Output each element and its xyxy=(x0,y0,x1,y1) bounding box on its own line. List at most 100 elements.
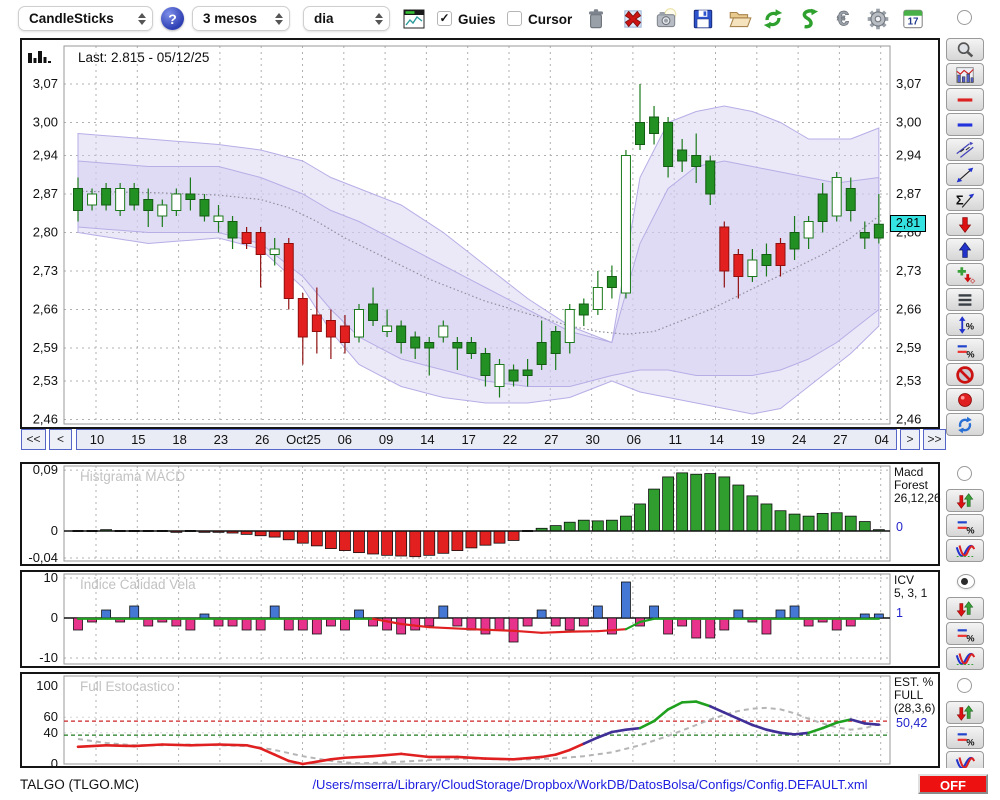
stochastic-value: 50,42 xyxy=(896,716,928,730)
camera-button[interactable] xyxy=(653,6,679,32)
record-icon xyxy=(958,392,972,407)
zoom-icon xyxy=(957,41,974,57)
svg-text:2,46: 2,46 xyxy=(896,412,921,427)
tool-measure-vertical-button[interactable]: % xyxy=(946,313,984,336)
trash-button[interactable] xyxy=(583,6,609,32)
date-tick-label: 11 xyxy=(668,432,682,447)
tool-add-signal-button[interactable] xyxy=(946,263,984,286)
off-toggle-button[interactable]: OFF xyxy=(918,774,988,794)
compare-percent-icon: % xyxy=(957,520,975,535)
svg-text:3,07: 3,07 xyxy=(896,76,921,91)
chart-type-value: CandleSticks xyxy=(29,11,114,26)
camera-icon xyxy=(656,8,677,28)
refresh-button[interactable] xyxy=(760,6,786,32)
cursor-label: Cursor xyxy=(528,12,573,27)
chart-window-icon[interactable] xyxy=(401,6,427,32)
stoch-compare-percent-button[interactable]: % xyxy=(946,726,984,749)
delete-x-icon xyxy=(624,10,642,28)
tool-zoom-button[interactable] xyxy=(946,38,984,61)
calendar-button[interactable]: 17 xyxy=(900,6,926,32)
tool-list-lines-button[interactable] xyxy=(946,288,984,311)
main-toolbar: CandleSticks ? 3 mesos dia ✓ Guies Curso… xyxy=(0,0,1000,38)
tool-forbid-button[interactable] xyxy=(946,363,984,386)
svg-text:3,00: 3,00 xyxy=(896,115,921,130)
date-tick-label: 26 xyxy=(254,432,270,447)
nav-last-button[interactable]: >> xyxy=(923,429,946,450)
interval-value: dia xyxy=(314,11,334,26)
nav-prev-button[interactable]: < xyxy=(49,429,72,450)
svg-text:2,66: 2,66 xyxy=(33,302,58,317)
panel-radio-icv[interactable] xyxy=(957,574,975,589)
date-tick-label: 06 xyxy=(337,432,353,447)
date-tick-label: 23 xyxy=(213,432,229,447)
euro-icon: € xyxy=(837,6,850,31)
icv-bar-chart: 10 0 -10 xyxy=(39,570,891,665)
tool-channel-button[interactable] xyxy=(946,138,984,161)
sync-button[interactable] xyxy=(797,6,823,32)
tool-refresh-blue-button[interactable] xyxy=(946,413,984,436)
icv-signal-arrows-button[interactable] xyxy=(946,597,984,620)
cursor-checkbox[interactable] xyxy=(507,11,522,26)
macd-signal-arrows-button[interactable] xyxy=(946,489,984,512)
panel-radio-main[interactable] xyxy=(957,10,972,25)
chart-type-select[interactable]: CandleSticks xyxy=(18,6,153,31)
tool-blue-line-button[interactable] xyxy=(946,113,984,136)
nav-first-button[interactable]: << xyxy=(21,429,46,450)
add-signal-icon xyxy=(957,266,976,284)
svg-text:60: 60 xyxy=(44,709,58,724)
nav-next-button[interactable]: > xyxy=(900,429,920,450)
macd-curves-button[interactable] xyxy=(946,539,984,562)
tool-red-line-button[interactable] xyxy=(946,88,984,111)
guies-checkbox[interactable]: ✓ xyxy=(437,11,452,26)
date-tick-label: Oct25 xyxy=(286,432,321,447)
euro-button[interactable]: € xyxy=(830,6,856,32)
interval-select[interactable]: dia xyxy=(303,6,390,31)
svg-text:2,87: 2,87 xyxy=(33,186,58,201)
svg-text:-0,04: -0,04 xyxy=(28,550,58,564)
macd-compare-percent-button[interactable]: % xyxy=(946,514,984,537)
tool-compare-percent-button[interactable]: % xyxy=(946,338,984,361)
config-path-label: /Users/mserra/Library/CloudStorage/Dropb… xyxy=(312,777,868,792)
stoch-signal-arrows-button[interactable] xyxy=(946,701,984,724)
tool-indicator-chart-button[interactable] xyxy=(946,63,984,86)
tool-record-button[interactable] xyxy=(946,388,984,411)
calendar-icon: 17 xyxy=(903,9,923,29)
svg-text:0: 0 xyxy=(51,610,58,625)
svg-text:0,09: 0,09 xyxy=(33,464,58,477)
save-button[interactable] xyxy=(690,6,716,32)
settings-gear-button[interactable] xyxy=(865,6,891,32)
svg-text:Σ: Σ xyxy=(956,192,964,207)
open-folder-button[interactable] xyxy=(727,6,753,32)
stochastic-panel: 100 60 40 0 Full Estocastico EST. % FULL (28,… xyxy=(20,672,940,771)
icv-compare-percent-button[interactable]: % xyxy=(946,622,984,645)
arrow-up-blue-icon xyxy=(958,241,972,258)
delete-x-button[interactable] xyxy=(620,6,646,32)
refresh-blue-icon xyxy=(958,416,972,433)
save-icon xyxy=(693,9,713,29)
date-tick-label: 17 xyxy=(461,432,476,447)
icv-indicator-label: ICV 5, 3, 1 xyxy=(894,573,928,600)
period-select[interactable]: 3 mesos xyxy=(192,6,290,31)
svg-text:17: 17 xyxy=(908,16,919,27)
tool-arrow-up-blue-button[interactable] xyxy=(946,238,984,261)
help-button[interactable]: ? xyxy=(161,7,184,30)
icv-curves-button[interactable] xyxy=(946,647,984,670)
date-tick-label: 06 xyxy=(626,432,642,447)
panel-radio-stoch[interactable] xyxy=(957,678,972,693)
tool-arrow-down-red-button[interactable] xyxy=(946,213,984,236)
svg-text:3,07: 3,07 xyxy=(33,76,58,91)
settings-gear-icon xyxy=(867,8,889,30)
svg-text:2,94: 2,94 xyxy=(896,148,921,163)
icv-value: 1 xyxy=(896,606,903,620)
last-price-label: Last: 2.815 - 05/12/25 xyxy=(78,50,210,65)
tool-sum-trend-button[interactable]: Σ xyxy=(946,188,984,211)
svg-text:2,59: 2,59 xyxy=(33,340,58,355)
svg-text:2,46: 2,46 xyxy=(33,412,58,427)
candlestick-chart[interactable]: 3,073,073,003,002,942,942,872,872,802,80… xyxy=(22,40,938,427)
date-axis-bar[interactable]: 10 15 18 23 26 Oct25 06 09 14 17 22 27 30 06 11 14 19 24 2… xyxy=(76,429,897,450)
tool-trendline-button[interactable] xyxy=(946,163,984,186)
stochastic-indicator-label: EST. % FULL (28,3,6) xyxy=(894,675,936,715)
panel-radio-macd[interactable] xyxy=(957,466,972,481)
svg-text:2,66: 2,66 xyxy=(896,302,921,317)
